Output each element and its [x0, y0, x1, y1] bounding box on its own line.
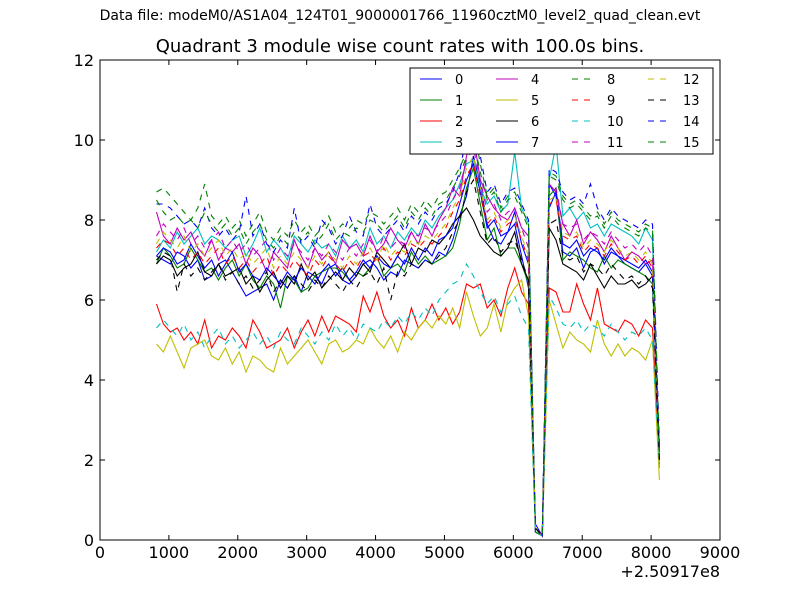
y-tick-label: 12: [74, 51, 94, 70]
legend-label-9: 9: [607, 94, 615, 109]
series-line-1: [155, 165, 660, 538]
series-line-5: [156, 278, 660, 537]
legend-label-1: 1: [455, 94, 463, 109]
legend-label-12: 12: [683, 73, 700, 88]
legend-frame: [409, 67, 714, 155]
y-tick-label: 0: [84, 531, 94, 550]
legend-label-14: 14: [683, 115, 700, 130]
legend-label-3: 3: [455, 136, 463, 151]
x-tick-label: 8000: [631, 543, 672, 562]
legend-label-0: 0: [455, 73, 463, 88]
legend-label-10: 10: [607, 115, 624, 130]
y-tick-label: 4: [84, 371, 94, 390]
legend-label-4: 4: [531, 73, 539, 88]
series-line-15: [156, 138, 660, 537]
x-offset-label: +2.50917e8: [620, 562, 720, 581]
x-tick-label: 9000: [700, 543, 741, 562]
series-line-7: [156, 162, 660, 538]
series-line-10: [156, 262, 660, 537]
series-line-9: [156, 162, 660, 538]
y-tick-label: 2: [84, 451, 94, 470]
x-tick-label: 4000: [355, 543, 396, 562]
chart-title: Quadrant 3 module wise count rates with …: [155, 36, 645, 57]
legend-label-8: 8: [607, 73, 615, 88]
y-tick-label: 10: [74, 131, 94, 150]
figure-suptitle: Data file: modeM0/AS1A04_124T01_90000017…: [99, 8, 701, 24]
legend-label-2: 2: [455, 115, 463, 130]
x-tick-label: 6000: [493, 543, 534, 562]
series-line-14: [156, 91, 660, 537]
series-line-3: [156, 143, 660, 537]
x-tick-label: 2000: [217, 543, 258, 562]
series-line-12: [156, 154, 660, 538]
y-tick-label: 6: [84, 291, 94, 310]
series-line-8: [156, 123, 660, 537]
series-line-11: [156, 146, 660, 538]
legend-label-11: 11: [607, 136, 624, 151]
x-tick-label: 1000: [149, 543, 190, 562]
x-tick-label: 7000: [562, 543, 603, 562]
x-tick-label: 5000: [424, 543, 465, 562]
x-tick-label: 3000: [286, 543, 327, 562]
series-line-2: [155, 266, 660, 538]
legend-label-7: 7: [531, 136, 539, 151]
series-line-4: [155, 135, 660, 538]
legend-label-15: 15: [683, 136, 700, 151]
legend-label-6: 6: [531, 115, 539, 130]
ticks-layer: 0 1000 2000 3000 4000 5000 6000 7000 8000 9000 0 2 4…: [74, 51, 741, 562]
legend-label-13: 13: [683, 94, 700, 109]
series-layer: [155, 91, 660, 538]
x-tick-label: 0: [95, 543, 105, 562]
y-tick-label: 8: [84, 211, 94, 230]
legend-label-5: 5: [531, 94, 539, 109]
